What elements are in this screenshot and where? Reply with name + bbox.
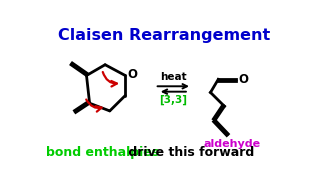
Text: aldehyde: aldehyde — [204, 139, 261, 149]
Text: bond enthalpies: bond enthalpies — [46, 146, 159, 159]
Text: Claisen Rearrangement: Claisen Rearrangement — [58, 28, 270, 43]
Text: heat: heat — [160, 72, 187, 82]
Text: O: O — [238, 73, 248, 86]
Text: [3,3]: [3,3] — [159, 95, 187, 105]
Text: O: O — [128, 68, 138, 81]
Text: drive this forward: drive this forward — [124, 146, 254, 159]
